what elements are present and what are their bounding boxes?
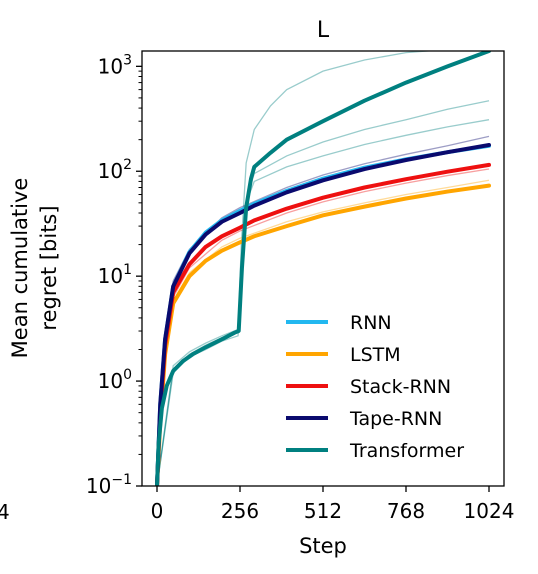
series-line-stack-rnn — [155, 162, 491, 486]
y-axis-label-line-2: regret [bits] — [37, 205, 61, 330]
left-cut-tick-label: 4 — [0, 500, 10, 524]
y-axis-label: Mean cumulative regret [bits] — [8, 178, 61, 359]
legend-label: RNN — [350, 312, 392, 334]
x-axis-label: Step — [299, 534, 347, 558]
legend-label: LSTM — [350, 344, 401, 366]
x-tick-label: 512 — [304, 499, 342, 523]
series-line-tape-rnn — [155, 142, 491, 486]
y-tick-label: 102 — [98, 157, 132, 183]
chart-title: L — [317, 18, 330, 43]
legend-label: Transformer — [349, 440, 464, 462]
legend-label: Tape-RNN — [349, 408, 442, 430]
x-tick-label: 256 — [221, 499, 259, 523]
legend: RNN LSTM Stack-RNN Tape-RNN Transformer — [286, 312, 464, 462]
y-axis-label-line-1: Mean cumulative — [8, 178, 32, 359]
y-tick-label: 103 — [98, 52, 132, 78]
plot-area — [155, 51, 491, 486]
y-tick-label: 10−1 — [86, 472, 132, 498]
y-tick-label: 101 — [98, 262, 132, 288]
legend-label: Stack-RNN — [350, 376, 451, 398]
series-line-transformer — [155, 51, 491, 486]
x-tick-label: 768 — [387, 499, 425, 523]
y-tick-label: 100 — [98, 367, 132, 393]
x-tick-label: 1024 — [464, 499, 515, 523]
x-tick-label: 0 — [151, 499, 164, 523]
